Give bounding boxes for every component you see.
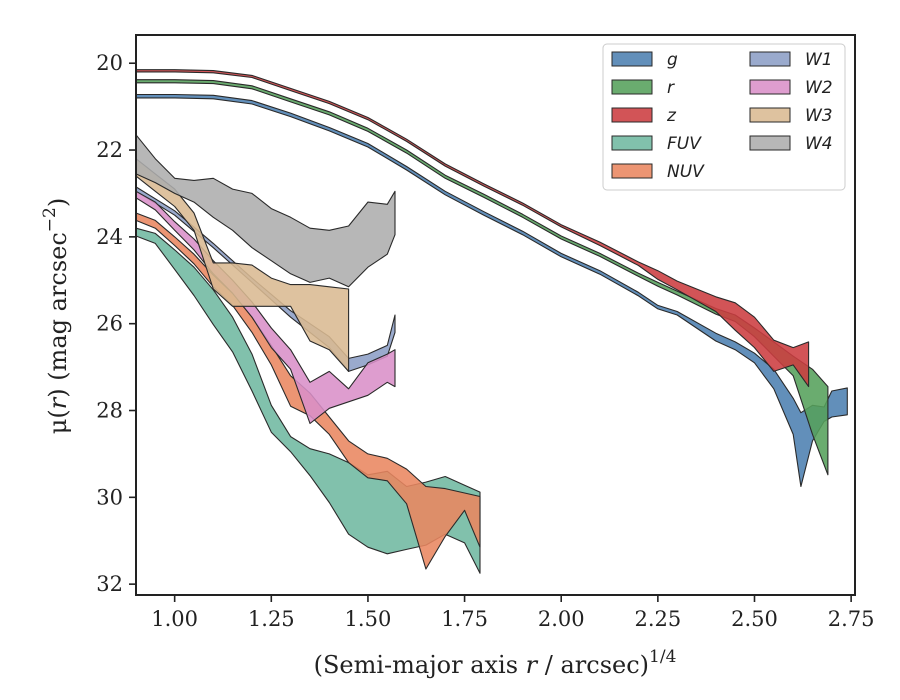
x-tick-label: 1.00 <box>151 607 198 631</box>
band-z <box>135 69 810 388</box>
y-tick-label: 32 <box>96 572 123 596</box>
axis-ticks: 1.00 1.25 1.50 1.75 2.00 2.25 2.50 2.75 20 22 24 26… <box>96 51 874 631</box>
y-tick-label: 28 <box>96 399 123 423</box>
band-g <box>135 93 848 488</box>
legend-swatch-w2 <box>749 79 791 95</box>
x-tick-label: 2.75 <box>828 607 875 631</box>
legend-swatch-z <box>611 107 653 123</box>
legend-swatch-r <box>611 79 653 95</box>
x-tick-label: 2.25 <box>634 607 681 631</box>
y-tick-label: 26 <box>96 312 123 336</box>
plot-frame <box>135 34 856 596</box>
legend-swatch-fuv <box>611 135 653 151</box>
x-tick-label: 1.25 <box>248 607 295 631</box>
x-tick-label: 1.50 <box>345 607 392 631</box>
x-tick-label: 2.50 <box>731 607 778 631</box>
x-tick-label: 2.00 <box>538 607 585 631</box>
y-tick-label: 24 <box>96 225 123 249</box>
legend-label-fuv: FUV <box>667 134 702 154</box>
legend-label-g: g <box>667 50 678 70</box>
x-axis-label: (Semi-major axis r / arcsec)1/4 <box>314 647 677 679</box>
band-r <box>135 79 829 476</box>
legend-label-w1: W1 <box>805 50 833 70</box>
y-tick-label: 20 <box>96 51 123 75</box>
y-axis-label: μ(r) (mag arcsec−2) <box>40 198 72 435</box>
legend-label-nuv: NUV <box>667 162 705 182</box>
y-tick-label: 30 <box>96 485 123 509</box>
legend-swatch-w3 <box>749 107 791 123</box>
legend-label-r: r <box>667 78 675 98</box>
legend-swatch-w1 <box>749 51 791 67</box>
band-w3 <box>135 158 350 372</box>
x-tick-label: 1.75 <box>441 607 488 631</box>
series-bands <box>135 69 848 574</box>
legend-swatch-nuv <box>611 163 653 179</box>
legend-label-w3: W3 <box>805 106 833 126</box>
legend: grz FUV NUV W1 W2 W3 W4 <box>602 43 846 191</box>
band-w4 <box>135 134 396 288</box>
legend-label-w4: W4 <box>805 134 833 154</box>
legend-swatch-g <box>611 51 653 67</box>
y-tick-label: 22 <box>96 138 123 162</box>
legend-swatch-w4 <box>749 135 791 151</box>
legend-label-w2: W2 <box>805 78 833 98</box>
legend-label-z: z <box>666 106 677 126</box>
